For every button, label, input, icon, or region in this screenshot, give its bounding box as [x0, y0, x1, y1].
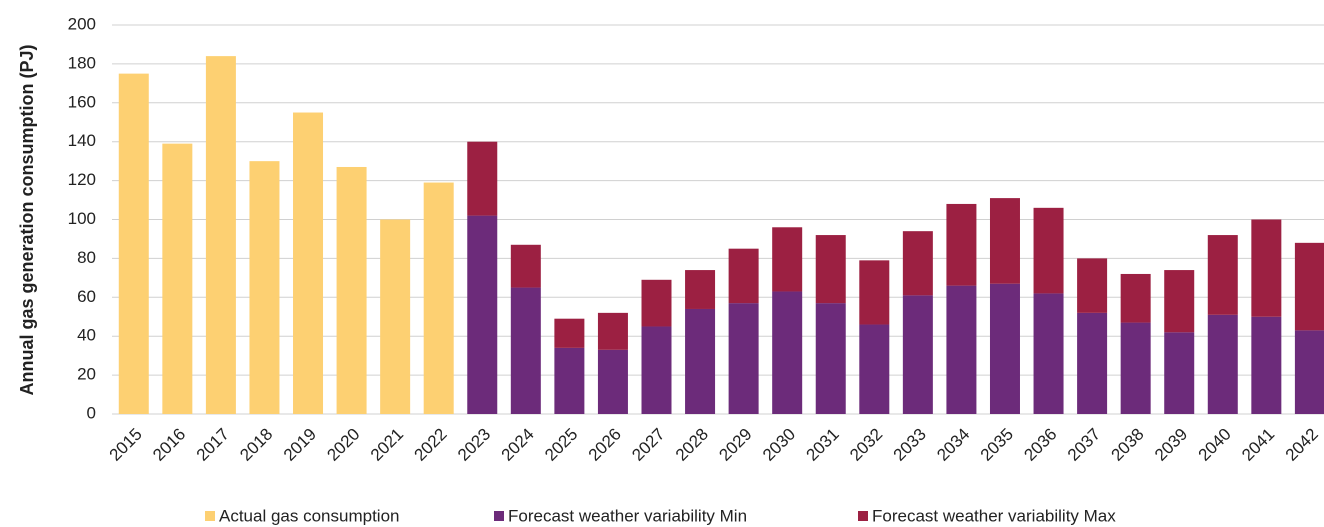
- y-tick-label: 120: [68, 170, 96, 189]
- bar-segment: [641, 326, 672, 414]
- bar-segment: [641, 279, 672, 327]
- bar-segment: [1294, 242, 1324, 331]
- bar-segment: [1251, 316, 1282, 414]
- legend-label: Forecast weather variability Min: [508, 506, 747, 525]
- bar-segment: [989, 283, 1020, 414]
- y-tick-label: 40: [77, 326, 96, 345]
- x-tick-label: 2041: [1238, 425, 1278, 465]
- x-tick-label: 2017: [193, 425, 233, 465]
- bar-segment: [728, 248, 759, 304]
- x-tick-label: 2015: [106, 425, 146, 465]
- bar-segment: [1294, 330, 1324, 414]
- y-tick-label: 100: [68, 209, 96, 228]
- bar-segment: [859, 324, 890, 414]
- bar-segment: [510, 244, 541, 288]
- bar-segment: [597, 349, 628, 414]
- x-tick-label: 2020: [323, 425, 363, 465]
- bar-segment: [1120, 322, 1151, 414]
- bar-segment: [162, 143, 193, 414]
- x-tick-label: 2025: [541, 425, 581, 465]
- bar-segment: [989, 198, 1020, 284]
- x-tick-label: 2037: [1064, 425, 1104, 465]
- bar-segment: [1077, 312, 1108, 414]
- legend-label: Forecast weather variability Max: [872, 506, 1116, 525]
- y-tick-label: 180: [68, 53, 96, 72]
- x-tick-label: 2026: [585, 425, 625, 465]
- x-tick-label: 2033: [890, 425, 930, 465]
- bar-segment: [1120, 273, 1151, 323]
- bar-segment: [1033, 293, 1064, 414]
- bar-segment: [510, 287, 541, 414]
- x-tick-label: 2036: [1020, 425, 1060, 465]
- y-tick-label: 20: [77, 365, 96, 384]
- x-tick-label: 2016: [149, 425, 189, 465]
- y-axis-title: Annual gas generation consumption (PJ): [17, 44, 37, 395]
- bar-segment: [118, 73, 149, 414]
- bar-segment: [859, 260, 890, 325]
- bar-segment: [902, 231, 933, 296]
- x-tick-label: 2019: [280, 425, 320, 465]
- bar-segment: [1207, 235, 1238, 315]
- x-tick-label: 2023: [454, 425, 494, 465]
- bar-segment: [293, 112, 324, 415]
- x-tick-label: 2034: [933, 425, 973, 465]
- bar-segment: [467, 141, 498, 216]
- bar-segment: [1207, 314, 1238, 414]
- x-tick-label: 2021: [367, 425, 407, 465]
- y-tick-label: 200: [68, 14, 96, 33]
- bar-segment: [772, 227, 803, 292]
- bar-segment: [815, 303, 846, 414]
- bar-segment: [205, 56, 236, 415]
- x-tick-label: 2040: [1195, 425, 1235, 465]
- legend-swatch: [858, 511, 868, 521]
- bar-segment: [554, 347, 585, 414]
- x-tick-label: 2039: [1151, 425, 1191, 465]
- bar-segment: [902, 295, 933, 414]
- x-tick-label: 2018: [236, 425, 276, 465]
- bar-segment: [946, 285, 977, 414]
- x-tick-label: 2042: [1282, 425, 1322, 465]
- bar-segment: [249, 161, 280, 414]
- bar-segment: [685, 308, 716, 414]
- bar-segment: [1251, 219, 1282, 317]
- bar-segment: [1033, 207, 1064, 294]
- x-tick-label: 2027: [628, 425, 668, 465]
- bar-segment: [1077, 258, 1108, 313]
- bar-segment: [772, 291, 803, 414]
- bar-segment: [946, 203, 977, 286]
- legend-label: Actual gas consumption: [219, 506, 400, 525]
- x-tick-label: 2032: [846, 425, 886, 465]
- legend-swatch: [494, 511, 504, 521]
- bar-segment: [597, 312, 628, 350]
- bar-segment: [554, 318, 585, 348]
- x-tick-label: 2024: [498, 425, 538, 465]
- x-tick-label: 2035: [977, 425, 1017, 465]
- legend-swatch: [205, 511, 215, 521]
- y-tick-label: 60: [77, 287, 96, 306]
- bar-segment: [1164, 332, 1195, 414]
- bar-segment: [380, 219, 411, 414]
- x-tick-label: 2022: [411, 425, 451, 465]
- bar-segment: [336, 166, 367, 414]
- y-tick-label: 140: [68, 131, 96, 150]
- bar-segment: [423, 182, 454, 414]
- x-tick-label: 2038: [1107, 425, 1147, 465]
- bar-segment: [728, 303, 759, 414]
- bar-segment: [685, 270, 716, 309]
- y-tick-label: 0: [87, 403, 96, 422]
- y-tick-label: 160: [68, 92, 96, 111]
- x-tick-label: 2029: [715, 425, 755, 465]
- bar-segment: [467, 215, 498, 414]
- x-tick-label: 2031: [803, 425, 843, 465]
- y-tick-label: 80: [77, 248, 96, 267]
- x-tick-label: 2028: [672, 425, 712, 465]
- bar-segment: [1164, 270, 1195, 333]
- bar-segment: [815, 235, 846, 304]
- x-tick-label: 2030: [759, 425, 799, 465]
